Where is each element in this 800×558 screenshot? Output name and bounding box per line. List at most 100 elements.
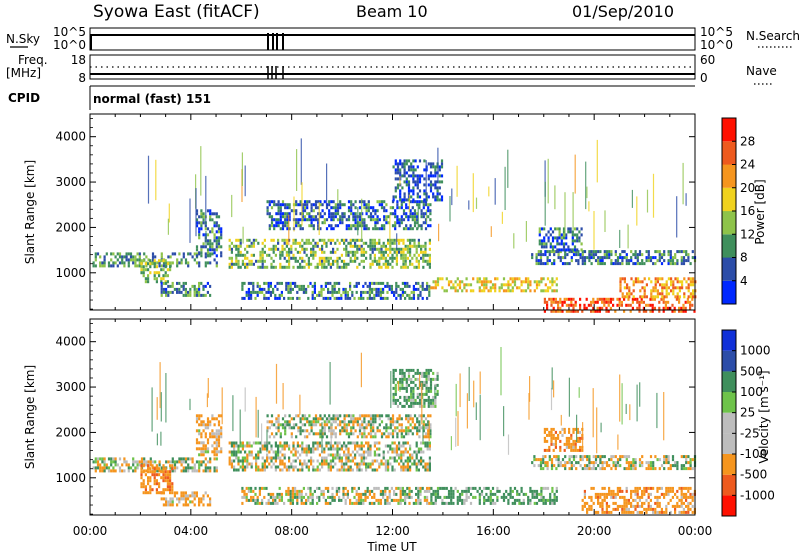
power-cell (426, 282, 428, 285)
velocity-cell (220, 426, 222, 429)
power-cell (263, 282, 265, 285)
power-cell (395, 177, 397, 180)
power-cell (479, 289, 481, 292)
power-cell (273, 251, 275, 254)
velocity-cell (314, 448, 316, 451)
velocity-cell (257, 442, 259, 445)
velocity-cell (308, 414, 310, 417)
velocity-cell (123, 460, 125, 463)
velocity-cell (399, 372, 401, 375)
power-cell (295, 200, 297, 203)
velocity-cell (328, 466, 330, 469)
velocity-cell (192, 460, 194, 463)
velocity-cell (187, 463, 189, 466)
power-cell (343, 242, 345, 245)
power-cell (290, 251, 292, 254)
power-cell (379, 227, 381, 230)
power-cell (279, 266, 281, 269)
power-cell (394, 257, 396, 260)
velocity-cell (385, 466, 387, 469)
velocity-cell (187, 466, 189, 469)
velocity-cell (388, 414, 390, 417)
velocity-cell (134, 460, 136, 463)
velocity-cell (390, 423, 392, 426)
power-cell (300, 200, 302, 203)
power-cell (690, 292, 692, 295)
velocity-cell (128, 469, 130, 472)
power-cell (276, 288, 278, 291)
power-cell (423, 221, 425, 224)
power-cell (304, 203, 306, 206)
power-cell (566, 304, 568, 307)
power-cell (412, 177, 414, 180)
velocity-cell (399, 369, 401, 372)
power-cell (398, 251, 400, 254)
velocity-cell (259, 502, 261, 505)
velocity-cell (110, 457, 112, 460)
velocity-cell (328, 426, 330, 429)
power-cell (172, 285, 174, 288)
velocity-cell (233, 469, 235, 472)
velocity-cell (494, 502, 496, 505)
velocity-cell (246, 454, 248, 457)
velocity-cell (311, 420, 313, 423)
power-cell (543, 242, 545, 245)
velocity-cell (216, 429, 218, 432)
velocity-cell (347, 454, 349, 457)
power-cell (165, 274, 167, 277)
power-cell (415, 168, 417, 171)
velocity-cell (354, 448, 356, 451)
velocity-cell (277, 451, 279, 454)
power-cell (554, 236, 556, 239)
velocity-cell (106, 463, 108, 466)
power-cell (371, 288, 373, 291)
power-cell (211, 227, 213, 230)
power-cell (264, 239, 266, 242)
velocity-cell (350, 454, 352, 457)
velocity-cell (336, 451, 338, 454)
velocity-cell (380, 493, 382, 496)
velocity-cell (308, 423, 310, 426)
velocity-cell (601, 508, 603, 511)
velocity-cell (372, 429, 374, 432)
velocity-cell (352, 417, 354, 420)
power-cell (301, 248, 303, 251)
velocity-cell (416, 466, 418, 469)
power-cell (369, 282, 371, 285)
velocity-cell (312, 448, 314, 451)
power-cell (331, 285, 333, 288)
power-cell (514, 280, 516, 283)
velocity-cell (409, 454, 411, 457)
velocity-cell (538, 458, 540, 461)
velocity-cell (410, 429, 412, 432)
power-cell (417, 183, 419, 186)
power-cell (339, 257, 341, 260)
power-cell (181, 258, 183, 261)
velocity-cell (104, 466, 106, 469)
velocity-cell (275, 466, 277, 469)
power-cell (253, 245, 255, 248)
power-cell (643, 262, 645, 265)
velocity-cell (165, 488, 167, 491)
power-cell (422, 285, 424, 288)
velocity-cell (171, 482, 173, 485)
velocity-cell (294, 490, 296, 493)
power-cell (540, 256, 542, 259)
velocity-cell (220, 447, 222, 450)
power-cell (391, 248, 393, 251)
power-cell (354, 251, 356, 254)
power-cell (295, 224, 297, 227)
velocity-cell (218, 429, 220, 432)
power-cell (301, 245, 303, 248)
velocity-cell (255, 457, 257, 460)
velocity-cell (385, 460, 387, 463)
velocity-cell (424, 442, 426, 445)
velocity-cell (198, 417, 200, 420)
power-cell (273, 224, 275, 227)
power-cell (512, 286, 514, 289)
velocity-cell (435, 496, 437, 499)
power-cell (468, 283, 470, 286)
velocity-cell (306, 445, 308, 448)
velocity-cell (391, 442, 393, 445)
